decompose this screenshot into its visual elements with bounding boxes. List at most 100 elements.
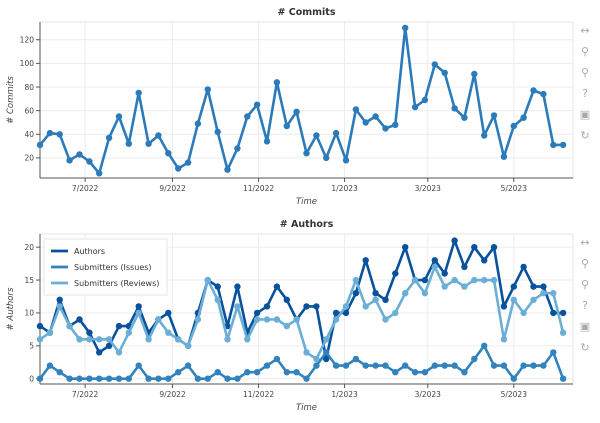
commits-data-point bbox=[411, 103, 419, 111]
wheel-zoom-icon[interactable]: ⚲ bbox=[580, 278, 590, 291]
submitters-reviews-data-point bbox=[105, 336, 113, 343]
authors-data-point bbox=[342, 309, 350, 317]
commits-y-tick-label: 20 bbox=[24, 154, 34, 163]
submitters-reviews-data-point bbox=[461, 283, 468, 290]
commits-y-tick-label: 40 bbox=[24, 130, 34, 139]
submitters-reviews-data-point bbox=[263, 316, 271, 323]
help-icon[interactable]: ? bbox=[582, 87, 588, 100]
authors-y-axis-label: # Authors bbox=[6, 287, 16, 330]
commits-data-point bbox=[253, 101, 261, 108]
submitters-reviews-data-point bbox=[520, 309, 527, 317]
authors-data-point bbox=[530, 283, 537, 290]
authors-data-point bbox=[490, 244, 498, 251]
commits-data-point bbox=[520, 114, 527, 121]
authors-data-point bbox=[36, 322, 44, 330]
authors-data-point bbox=[392, 270, 399, 277]
authors-data-point bbox=[372, 290, 379, 297]
authors-x-axis-label: Time bbox=[296, 403, 317, 413]
save-icon[interactable]: ▣ bbox=[579, 108, 591, 121]
submitters-issues-data-point bbox=[46, 362, 54, 369]
submitters-reviews-data-point bbox=[283, 322, 290, 330]
submitters-reviews-data-point bbox=[481, 276, 488, 284]
submitters-issues-data-point bbox=[431, 362, 438, 369]
commits-x-tick-label: 7/2022 bbox=[72, 184, 99, 193]
submitters-issues-data-point bbox=[303, 375, 310, 382]
commits-y-tick-label: 100 bbox=[20, 59, 35, 68]
commits-data-point bbox=[559, 141, 567, 149]
commits-data-point bbox=[362, 119, 369, 126]
commits-data-point bbox=[175, 165, 182, 172]
commits-data-point bbox=[293, 108, 300, 116]
submitters-reviews-data-point bbox=[490, 276, 498, 284]
authors-data-point bbox=[451, 237, 458, 244]
commits-data-point bbox=[194, 120, 202, 127]
commits-data-point bbox=[135, 89, 142, 97]
submitters-issues-data-point bbox=[392, 369, 399, 376]
commits-data-point bbox=[490, 112, 498, 119]
submitters-reviews-data-point bbox=[293, 316, 300, 323]
pan-icon[interactable]: ↔ bbox=[580, 24, 590, 37]
authors-y-tick-label: 5 bbox=[29, 342, 34, 351]
submitters-reviews-data-point bbox=[253, 316, 261, 323]
authors-data-point bbox=[86, 329, 93, 336]
submitters-issues-data-point bbox=[224, 375, 231, 382]
commits-data-point bbox=[155, 132, 162, 139]
authors-data-point bbox=[273, 283, 281, 290]
commits-toolbar: ↔ ⚲ ⚲? ▣ ↻ bbox=[576, 22, 596, 148]
legend-label: Submitters (Reviews) bbox=[74, 279, 159, 288]
commits-data-point bbox=[263, 138, 271, 145]
submitters-reviews-data-point bbox=[411, 276, 419, 284]
commits-chart-title: # Commits bbox=[277, 7, 335, 18]
submitters-reviews-data-point bbox=[362, 303, 369, 310]
authors-chart-panel: 0 5 10 15 20 7/2022 9/2022 11/2022 1/2023 3/2023 5… bbox=[0, 212, 600, 423]
commits-data-point bbox=[323, 154, 330, 162]
authors-data-point bbox=[540, 283, 547, 290]
commits-data-point bbox=[510, 122, 517, 130]
commits-data-point bbox=[244, 113, 251, 120]
submitters-reviews-data-point bbox=[313, 355, 320, 363]
commits-data-point bbox=[283, 122, 290, 130]
reset-icon[interactable]: ↻ bbox=[580, 341, 590, 354]
legend-label: Authors bbox=[74, 247, 105, 256]
submitters-issues-data-point bbox=[253, 369, 261, 376]
submitters-issues-data-point bbox=[352, 355, 360, 363]
commits-data-point bbox=[125, 140, 132, 147]
submitters-issues-data-point bbox=[461, 369, 468, 376]
authors-x-tick-label: 11/2022 bbox=[243, 390, 274, 399]
submitters-reviews-data-point bbox=[175, 336, 182, 343]
submitters-reviews-data-point bbox=[550, 290, 557, 297]
submitters-issues-data-point bbox=[184, 362, 192, 369]
commits-data-point bbox=[214, 128, 221, 136]
authors-y-tick-label: 0 bbox=[29, 375, 34, 384]
pan-icon[interactable]: ↔ bbox=[580, 236, 590, 249]
reset-icon[interactable]: ↻ bbox=[580, 129, 590, 142]
commits-x-tick-label: 9/2022 bbox=[159, 184, 186, 193]
help-icon[interactable]: ? bbox=[582, 299, 588, 312]
authors-data-point bbox=[76, 316, 83, 323]
submitters-reviews-data-point bbox=[510, 296, 517, 303]
commits-data-point bbox=[46, 129, 54, 137]
wheel-zoom-icon[interactable]: ⚲ bbox=[580, 45, 590, 58]
submitters-issues-data-point bbox=[96, 375, 103, 382]
commits-data-point bbox=[224, 166, 231, 173]
submitters-reviews-data-point bbox=[244, 336, 251, 343]
commits-data-point bbox=[402, 24, 409, 32]
authors-data-point bbox=[263, 303, 271, 310]
commits-data-point bbox=[441, 69, 448, 77]
submitters-issues-data-point bbox=[175, 369, 182, 376]
submitters-issues-data-point bbox=[36, 375, 44, 382]
commits-data-point bbox=[145, 140, 152, 147]
wheel-zoom-icon[interactable]: ⚲ bbox=[580, 66, 590, 79]
submitters-issues-data-point bbox=[530, 362, 537, 369]
commits-data-point bbox=[303, 150, 310, 157]
authors-data-point bbox=[96, 349, 103, 356]
save-icon[interactable]: ▣ bbox=[579, 320, 591, 333]
authors-data-point bbox=[115, 322, 123, 330]
wheel-zoom-icon[interactable]: ⚲ bbox=[580, 257, 590, 270]
commits-data-point bbox=[352, 106, 360, 113]
authors-data-point bbox=[56, 296, 63, 303]
commits-data-point bbox=[550, 141, 557, 149]
authors-data-point bbox=[332, 309, 340, 317]
authors-data-point bbox=[253, 309, 261, 317]
commits-data-point bbox=[382, 125, 389, 132]
